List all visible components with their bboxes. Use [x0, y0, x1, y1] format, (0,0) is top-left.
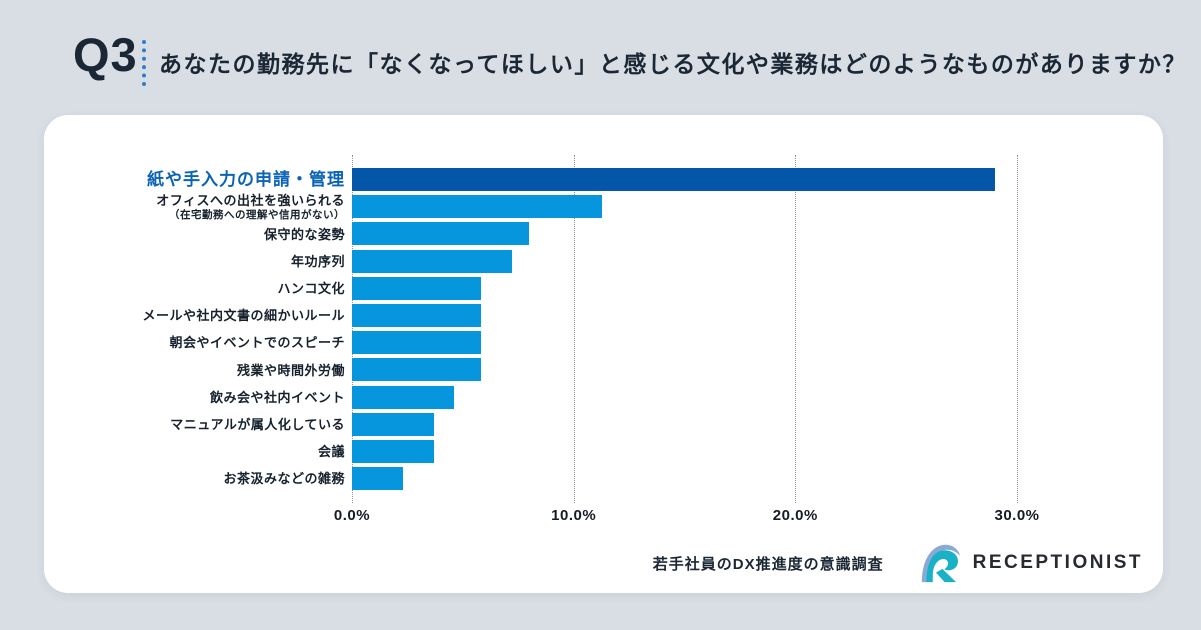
- question-title: あなたの勤務先に「なくなってほしい」と感じる文化や業務はどのようなものがあります…: [159, 51, 1187, 77]
- bar: [352, 168, 995, 191]
- dotted-divider: [142, 40, 146, 86]
- bar: [352, 358, 481, 382]
- gridline-30.0%: [1017, 155, 1018, 503]
- category-label: 紙や手入力の申請・管理: [147, 169, 345, 189]
- chart-row: 会議: [44, 440, 1163, 464]
- category-label: オフィスへの出社を強いられる （在宅勤務への理解や信用がない）: [156, 193, 345, 221]
- category-label: 朝会やイベントでのスピーチ: [169, 335, 345, 351]
- chart-row: オフィスへの出社を強いられる （在宅勤務への理解や信用がない）: [44, 193, 1163, 221]
- gridline-0.0%: [352, 155, 353, 503]
- bar: [352, 440, 435, 463]
- gridline-20.0%: [795, 155, 797, 503]
- category-label: 会議: [317, 444, 345, 460]
- receptionist-logo-icon: [921, 544, 960, 583]
- bar: [352, 276, 481, 300]
- chart-row: 保守的な姿勢: [44, 222, 1163, 246]
- chart-row: 年功序列: [44, 249, 1163, 274]
- bar: [352, 195, 603, 219]
- category-label: メールや社内文書の細かいルール: [142, 308, 345, 324]
- bar: [352, 222, 530, 246]
- category-label: 保守的な姿勢: [263, 226, 345, 242]
- bar: [352, 304, 481, 327]
- chart-row: 紙や手入力の申請・管理: [44, 168, 1163, 192]
- x-axis-tick-label: 0.0%: [333, 507, 371, 524]
- bar: [352, 467, 403, 491]
- category-label: マニュアルが属人化している: [170, 417, 345, 432]
- chart-row: ハンコ文化: [44, 276, 1163, 301]
- x-axis-tick-label: 20.0%: [772, 507, 818, 524]
- category-label: 残業や時間外労働: [236, 362, 345, 378]
- gridline-10.0%: [573, 155, 575, 503]
- category-sublabel: （在宅勤務への理解や信用がない）: [169, 208, 345, 221]
- chart-row: お茶汲みなどの雑務: [44, 467, 1163, 491]
- chart-card: 0.0% 10.0% 20.0% 30.0% 紙や手入力の申請・管理オフィスへの出社を強…: [44, 115, 1163, 593]
- chart-row: メールや社内文書の細かいルール: [44, 304, 1163, 328]
- bar: [352, 385, 454, 409]
- question-number-badge: Q3: [73, 28, 138, 81]
- bar: [352, 249, 512, 273]
- chart-row: 飲み会や社内イベント: [44, 385, 1163, 410]
- x-axis-tick-label: 10.0%: [551, 507, 597, 524]
- footer: 若手社員のDX推進度の意識調査 RECEPTIONIST: [653, 541, 1143, 585]
- category-label: お茶汲みなどの雑務: [223, 471, 345, 487]
- x-axis-tick-label: 30.0%: [994, 507, 1040, 524]
- brand-wordmark: RECEPTIONIST: [972, 552, 1143, 573]
- chart-row: 残業や時間外労働: [44, 358, 1163, 382]
- category-label: ハンコ文化: [277, 281, 345, 296]
- bar: [352, 412, 435, 436]
- category-label: 年功序列: [290, 253, 345, 269]
- chart-row: マニュアルが属人化している: [44, 412, 1163, 437]
- chart-row: 朝会やイベントでのスピーチ: [44, 331, 1163, 355]
- bar: [352, 331, 481, 355]
- category-label: 飲み会や社内イベント: [209, 389, 345, 405]
- survey-source-label: 若手社員のDX推進度の意識調査: [652, 555, 884, 573]
